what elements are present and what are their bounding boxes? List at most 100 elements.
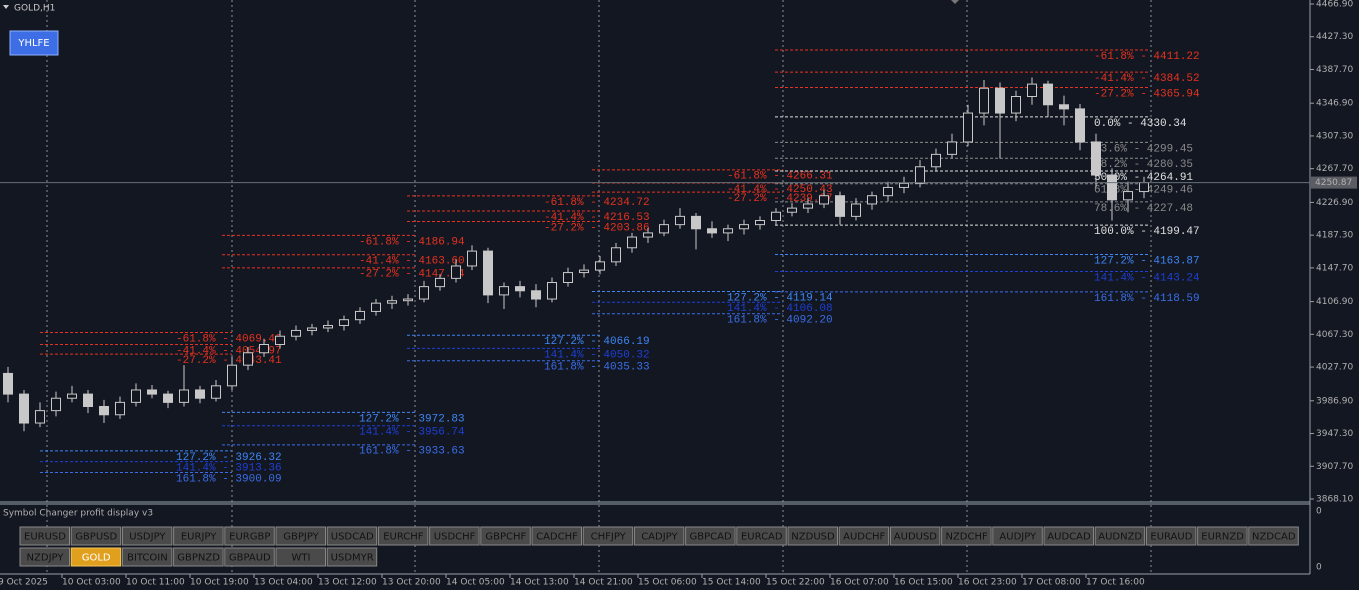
symbol-button-label[interactable]: GBPUSD [75, 532, 117, 543]
symbol-button-label[interactable]: EURGBP [229, 532, 270, 543]
symbol-button[interactable] [19, 547, 70, 567]
candle-body [1091, 141, 1101, 176]
symbol-button[interactable] [224, 547, 275, 567]
symbol-button[interactable] [736, 526, 787, 546]
x-tick-label: 17 Oct 08:00 [1022, 578, 1081, 588]
symbol-button[interactable] [275, 547, 326, 567]
symbol-button[interactable] [1145, 526, 1197, 546]
symbol-button-label[interactable]: EURUSD [24, 532, 66, 543]
symbol-button-label[interactable]: WTI [292, 553, 311, 564]
symbol-button-label[interactable]: USDCAD [331, 532, 374, 543]
symbol-button-label[interactable]: NZDCAD [1252, 532, 1296, 543]
candle-body [803, 203, 813, 209]
symbol-button[interactable] [838, 526, 890, 546]
symbol-button-label[interactable]: EURCAD [741, 532, 783, 543]
candle-body [483, 250, 493, 296]
symbol-button-label[interactable]: AUDCHF [843, 532, 885, 543]
y-tick-label: 4106.90 [1316, 297, 1353, 307]
candle-body [691, 215, 701, 230]
candle-body [451, 265, 461, 279]
symbol-button-label[interactable]: AUDUSD [894, 532, 938, 543]
symbol-button-label[interactable]: GBPCAD [690, 532, 732, 543]
candle-body [243, 352, 253, 366]
candle-body [1027, 83, 1037, 98]
symbol-button-label[interactable]: EURCHF [383, 532, 424, 543]
symbol-button[interactable] [992, 526, 1043, 546]
x-tick-label: 14 Oct 05:00 [446, 578, 505, 588]
symbol-button[interactable] [1248, 526, 1299, 546]
fib-label: 127.2% - 4066.19 [544, 336, 650, 348]
symbol-button-label[interactable]: BITCOIN [127, 553, 168, 564]
symbol-button[interactable] [173, 526, 224, 546]
symbol-button[interactable] [121, 526, 173, 546]
symbol-button[interactable] [326, 547, 378, 567]
symbol-button-label[interactable]: GBPCHF [485, 532, 526, 543]
symbol-button-label[interactable]: EURNZD [1201, 532, 1244, 543]
candle-body [739, 224, 749, 230]
fib-label: -27.2% - 4043.41 [176, 355, 282, 367]
candle-body [163, 393, 173, 403]
symbol-button-label[interactable]: NZDCHF [945, 532, 988, 543]
candle-body [771, 211, 781, 222]
symbol-button[interactable] [377, 526, 429, 546]
symbol-button-label[interactable]: NZDJPY [27, 553, 65, 564]
x-tick-label: 13 Oct 20:00 [382, 578, 441, 588]
symbol-button-label[interactable]: USDCHF [434, 532, 476, 543]
symbol-button[interactable] [70, 526, 122, 546]
candle-body [227, 364, 237, 387]
candle-body [643, 232, 653, 238]
symbol-button-label[interactable]: CHFJPY [591, 532, 627, 543]
symbol-button[interactable] [19, 526, 70, 546]
y-tick-label: 4187.30 [1316, 231, 1353, 241]
symbol-button[interactable] [1043, 526, 1094, 546]
fib-label: 0.0% - 4330.34 [1094, 118, 1187, 130]
fib-label: 127.2% - 3972.83 [359, 413, 465, 425]
symbol-button[interactable] [787, 526, 838, 546]
symbol-button[interactable] [941, 526, 992, 546]
symbol-button[interactable] [224, 526, 275, 546]
symbol-button-label[interactable]: AUDNZD [1098, 532, 1142, 543]
symbol-button-label[interactable]: AUDJPY [999, 532, 1037, 543]
symbol-button[interactable] [326, 526, 378, 546]
symbol-button[interactable] [480, 526, 531, 546]
candle-body [675, 215, 685, 226]
symbol-button-label[interactable]: GOLD [82, 553, 111, 564]
symbol-button[interactable] [121, 547, 173, 567]
candle-body [291, 329, 301, 337]
symbol-button-label[interactable]: AUDCAD [1047, 532, 1091, 543]
symbol-button[interactable] [275, 526, 326, 546]
symbol-button-label[interactable]: EURAUD [1150, 532, 1192, 543]
candle-body [403, 298, 413, 302]
symbol-button[interactable] [173, 547, 224, 567]
day-separators [46, 0, 1152, 574]
symbol-button-label[interactable]: GBPAUD [229, 553, 271, 564]
symbol-button[interactable] [889, 526, 941, 546]
symbol-button[interactable] [685, 526, 736, 546]
symbol-button-label[interactable]: USDMYR [331, 553, 374, 564]
symbol-button-label[interactable]: GBPNZD [177, 553, 220, 564]
symbol-button-label[interactable]: NZDUSD [791, 532, 835, 543]
symbol-button[interactable] [70, 547, 122, 567]
fib-label: 100.0% - 4199.47 [1094, 226, 1200, 238]
y-tick-label: 3947.30 [1316, 429, 1353, 439]
symbol-button[interactable] [582, 526, 634, 546]
x-tick-label: 13 Oct 12:00 [318, 578, 377, 588]
symbol-button-label[interactable]: EURJPY [181, 532, 217, 543]
symbol-button[interactable] [1197, 526, 1248, 546]
symbol-button-label[interactable]: CADCHF [536, 532, 578, 543]
symbol-button-label[interactable]: GBPJPY [283, 532, 319, 543]
yhlfe-button[interactable] [9, 30, 59, 56]
symbol-button[interactable] [633, 526, 685, 546]
symbol-button[interactable] [429, 526, 480, 546]
candle-body [531, 290, 541, 300]
y-tick-label: 4226.90 [1316, 198, 1353, 208]
symbol-button[interactable] [531, 526, 582, 546]
yhlfe-button-label[interactable]: YHLFE [17, 38, 49, 49]
fib-label: -27.2% - 4147.74 [359, 269, 465, 281]
candle-body [563, 272, 573, 283]
symbol-button[interactable] [1094, 526, 1146, 546]
symbol-button-label[interactable]: USDJPY [129, 532, 166, 543]
x-tick-label: 17 Oct 16:00 [1086, 578, 1145, 588]
symbol-button-label[interactable]: CADJPY [641, 532, 678, 543]
